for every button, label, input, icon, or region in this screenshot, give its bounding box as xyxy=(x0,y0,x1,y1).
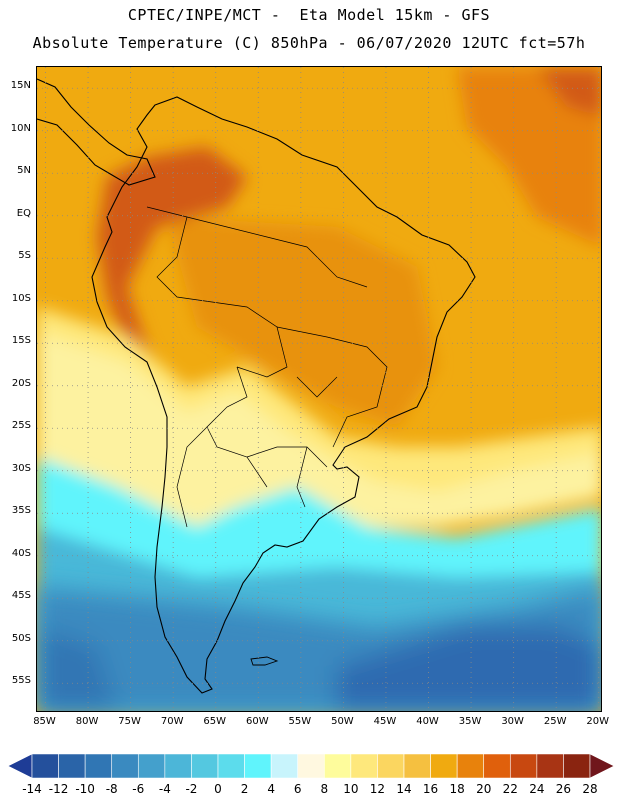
map-canvas xyxy=(37,67,601,711)
colorbar-cell xyxy=(403,753,431,779)
map-title: CPTEC/INPE/MCT - Eta Model 15km - GFS xyxy=(127,6,491,24)
latitude-label: 50S xyxy=(11,632,31,644)
colorbar-cell xyxy=(217,753,245,779)
latitude-label: 15N xyxy=(10,80,31,92)
field-hotter-corner xyxy=(537,67,601,117)
longitude-label: 40W xyxy=(416,716,439,727)
colorbar-tick-label: 22 xyxy=(502,782,518,796)
colorbar-cell xyxy=(84,753,113,779)
longitude-label: 75W xyxy=(118,716,141,727)
colorbar-cell xyxy=(323,753,352,779)
longitude-label: 20W xyxy=(586,716,610,727)
colorbar-tick-label: 28 xyxy=(582,782,598,796)
colorbar-tick-label: 2 xyxy=(240,782,249,796)
colorbar-tick-label: -6 xyxy=(132,782,145,796)
colorbar-tick-label: 24 xyxy=(529,782,545,796)
colorbar-cell xyxy=(430,753,458,779)
colorbar-cell xyxy=(58,753,86,779)
longitude-label: 45W xyxy=(373,716,397,727)
latitude-label: 5N xyxy=(17,165,31,177)
field-hot-northeast xyxy=(457,67,601,247)
colorbar-tick-label: 20 xyxy=(476,782,492,796)
colorbar-tick-label: -4 xyxy=(158,782,171,796)
field-cool-cyan xyxy=(37,457,601,587)
longitude-label: 30W xyxy=(501,716,524,727)
latitude-label: 15S xyxy=(11,335,31,347)
colorbar-cell xyxy=(377,753,405,779)
longitude-label: 60W xyxy=(245,716,269,727)
latitude-label: 30S xyxy=(11,462,31,474)
colorbar-arrow-low xyxy=(7,753,33,779)
colorbar-tick-label: 12 xyxy=(369,782,386,796)
temperature-map[interactable] xyxy=(36,66,602,712)
colorbar-tick-label: 18 xyxy=(449,782,465,796)
falkland-islands xyxy=(250,656,279,666)
colorbar-cell xyxy=(456,753,485,779)
colorbar-cell xyxy=(164,753,192,779)
latitude-label: EQ xyxy=(16,207,31,219)
longitude-label: 35W xyxy=(458,716,482,727)
latitude-label: 55S xyxy=(11,675,31,687)
colorbar-cell xyxy=(270,753,299,779)
latitude-label: 45S xyxy=(11,590,31,602)
colorbar-cell xyxy=(536,753,564,779)
longitude-label: 55W xyxy=(288,716,312,727)
colorbar-tick-label: 14 xyxy=(396,782,412,796)
south-america-coastline xyxy=(91,96,476,694)
colorbar-cell xyxy=(244,753,272,779)
colorbar-tick-label: 16 xyxy=(422,782,439,796)
colorbar-cell xyxy=(483,753,511,779)
colorbar-tick-label: 6 xyxy=(293,782,302,796)
colorbar-cell xyxy=(111,753,139,779)
colorbar-tick-label: 8 xyxy=(320,782,329,796)
longitude-label: 85W xyxy=(33,716,56,727)
field-andes-hot xyxy=(97,147,247,447)
latitude-label: 10S xyxy=(11,292,31,304)
central-america-coastline xyxy=(37,78,156,186)
colorbar-cell xyxy=(509,753,538,779)
colorbar-cell xyxy=(350,753,378,779)
latitude-label: 40S xyxy=(11,547,31,559)
latitude-label: 20S xyxy=(11,377,31,389)
colorbar-tick-label: 4 xyxy=(267,782,275,796)
colorbar-cell xyxy=(297,753,325,779)
latitude-label: 35S xyxy=(11,505,31,517)
colorbar-tick-label: -12 xyxy=(48,782,69,796)
map-subtitle: Absolute Temperature (C) 850hPa - 06/07/… xyxy=(32,34,586,52)
longitude-label: 65W xyxy=(203,716,227,727)
longitude-label: 70W xyxy=(160,716,184,727)
colorbar-tick-label: 10 xyxy=(343,782,359,796)
field-coldest xyxy=(337,627,601,711)
colorbar-tick-label: -10 xyxy=(75,782,95,796)
latitude-label: 10N xyxy=(10,122,31,134)
longitude-label: 25W xyxy=(543,716,567,727)
field-coldest-west xyxy=(37,627,117,711)
country-borders xyxy=(146,206,388,528)
colorbar-tick-label: -8 xyxy=(105,782,118,796)
colorbar-cell xyxy=(191,753,219,779)
colorbar-cell xyxy=(31,753,59,779)
colorbar-tick-label: 0 xyxy=(214,782,222,796)
colorbar xyxy=(7,753,615,779)
colorbar-tick-label: -2 xyxy=(185,782,198,796)
longitude-label: 80W xyxy=(75,716,99,727)
colorbar-cell xyxy=(137,753,166,779)
colorbar-arrow-high xyxy=(589,753,615,779)
latitude-label: 5S xyxy=(18,250,31,262)
colorbar-tick-label: 26 xyxy=(555,782,572,796)
colorbar-cell xyxy=(563,753,591,779)
longitude-label: 50W xyxy=(331,716,354,727)
field-interior-warm xyxy=(167,217,437,427)
colorbar-tick-label: -14 xyxy=(22,782,42,796)
latitude-label: 25S xyxy=(11,420,31,432)
